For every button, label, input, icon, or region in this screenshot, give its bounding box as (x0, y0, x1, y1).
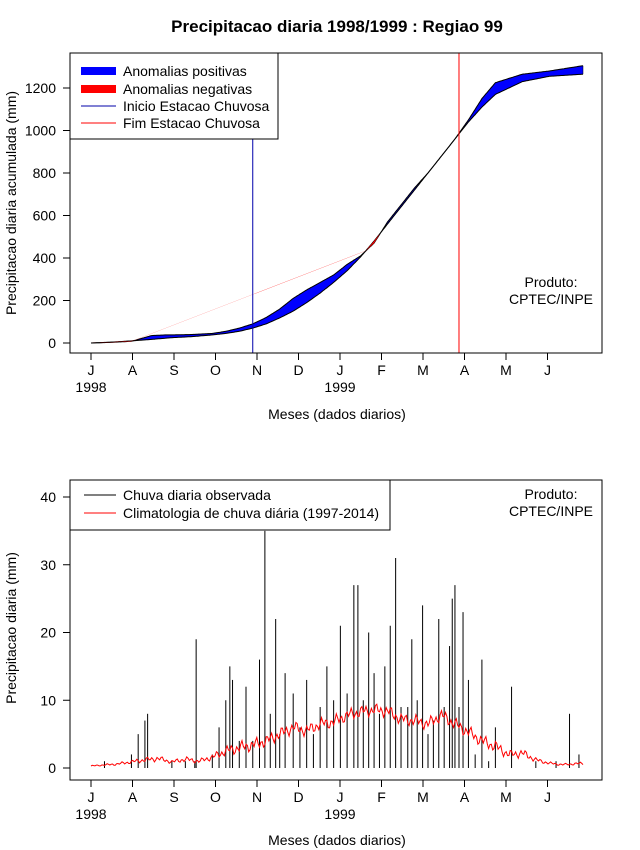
x-tick-label: O (210, 789, 221, 805)
climatology-daily-line (90, 703, 584, 767)
x-tick-label: F (377, 789, 386, 805)
x-tick-label: S (169, 362, 178, 378)
observed-accumulated-line (91, 65, 584, 344)
x-tick-label: M (500, 789, 512, 805)
legend-label-observed: Chuva diaria observada (123, 487, 271, 503)
x-tick-label: M (500, 362, 512, 378)
y-tick-label: 30 (40, 557, 56, 573)
x-tick-label: J (544, 789, 551, 805)
x-tick-label: S (169, 789, 178, 805)
x-year-label: 1999 (324, 806, 355, 822)
climatology-accumulated-line (90, 73, 584, 344)
bottom-annotation-line1: Produto: (525, 486, 578, 502)
top-annotation-line1: Produto: (525, 274, 578, 290)
y-tick-label: 200 (33, 293, 57, 309)
top-x-axis-label: Meses (dados diarios) (268, 406, 406, 422)
y-tick-label: 1000 (25, 123, 56, 139)
legend-label-positive: Anomalias positivas (123, 63, 247, 79)
bottom-annotation-line2: CPTEC/INPE (509, 503, 593, 519)
x-tick-label: D (293, 789, 303, 805)
x-tick-label: N (252, 789, 262, 805)
legend-label-end: Fim Estacao Chuvosa (123, 115, 260, 131)
observed-daily-rain-bars (103, 530, 580, 768)
y-tick-label: 0 (48, 335, 56, 351)
x-year-label: 1999 (324, 379, 355, 395)
top-y-axis-label: Precipitacao diaria acumulada (mm) (3, 91, 19, 315)
x-tick-label: M (417, 362, 429, 378)
chart-title: Precipitacao diaria 1998/1999 : Regiao 9… (171, 17, 503, 36)
x-tick-label: J (337, 362, 344, 378)
negative-anomaly-band (92, 234, 380, 343)
bottom-y-axis-label: Precipitacao diaria (mm) (3, 552, 19, 704)
x-year-label: 1998 (75, 806, 106, 822)
x-tick-label: M (417, 789, 429, 805)
top-chart: Precipitacao diaria 1998/1999 : Regiao 9… (3, 17, 603, 422)
x-tick-label: J (88, 362, 95, 378)
x-tick-label: N (252, 362, 262, 378)
top-y-axis: 0 200 400 600 800 1000 1200 (25, 80, 71, 351)
x-tick-label: F (377, 362, 386, 378)
y-tick-label: 40 (40, 489, 56, 505)
y-tick-label: 20 (40, 625, 56, 641)
x-tick-label: O (210, 362, 221, 378)
bottom-x-axis-label: Meses (dados diarios) (268, 832, 406, 848)
bottom-legend-box (69, 479, 391, 531)
bottom-legend: Chuva diaria observada Climatologia de c… (69, 479, 391, 531)
top-legend: Anomalias positivas Anomalias negativas … (69, 52, 279, 140)
y-tick-label: 10 (40, 692, 56, 708)
x-tick-label: J (88, 789, 95, 805)
x-tick-label: A (460, 789, 470, 805)
x-tick-label: A (128, 789, 138, 805)
legend-label-start: Inicio Estacao Chuvosa (123, 98, 270, 114)
x-year-label: 1998 (75, 379, 106, 395)
y-tick-label: 600 (33, 208, 57, 224)
legend-label-negative: Anomalias negativas (123, 81, 252, 97)
top-annotation-line2: CPTEC/INPE (509, 291, 593, 307)
bottom-y-axis: 0 10 20 30 40 (40, 489, 71, 776)
x-tick-label: J (337, 789, 344, 805)
x-tick-label: J (544, 362, 551, 378)
y-tick-label: 0 (48, 760, 56, 776)
y-tick-label: 400 (33, 250, 57, 266)
x-tick-label: A (128, 362, 138, 378)
y-tick-label: 1200 (25, 80, 56, 96)
legend-label-climatology: Climatologia de chuva diária (1997-2014) (123, 505, 379, 521)
y-tick-label: 800 (33, 165, 57, 181)
x-tick-label: D (293, 362, 303, 378)
top-anomaly-fill (90, 65, 584, 344)
x-tick-label: A (460, 362, 470, 378)
